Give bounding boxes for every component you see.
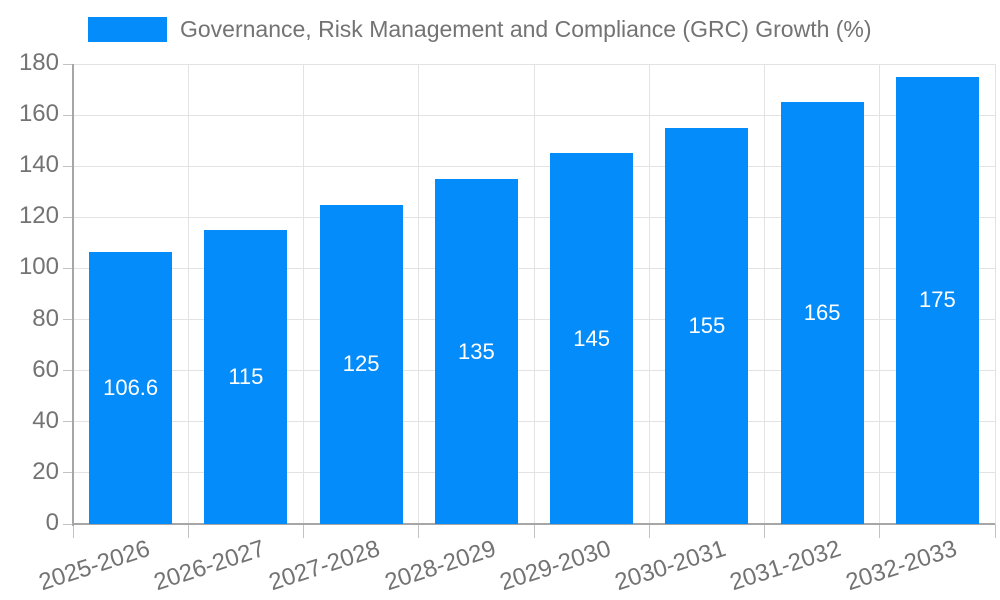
legend-swatch (88, 17, 167, 42)
x-tick-label: 2031-2032 (726, 535, 845, 597)
bar-value-label: 135 (458, 338, 495, 364)
y-tick-label: 120 (18, 202, 59, 230)
bar: 135 (434, 179, 518, 524)
x-tick (303, 524, 304, 538)
x-tick-label: 2032-2033 (842, 535, 960, 597)
bar-value-label: 175 (919, 287, 956, 313)
bar: 155 (665, 127, 749, 524)
y-tick (63, 472, 73, 474)
x-tick-label: 2027-2028 (265, 535, 384, 597)
bar-value-label: 145 (573, 325, 610, 351)
x-tick (994, 524, 996, 538)
bar: 165 (780, 102, 864, 524)
bar-value-label: 115 (228, 364, 264, 390)
x-tick-label: 2028-2029 (381, 535, 499, 597)
y-tick-label: 100 (18, 253, 59, 281)
v-gridline (648, 64, 650, 524)
bar-value-label: 165 (803, 300, 841, 326)
v-gridline (764, 64, 765, 524)
y-tick-label: 0 (45, 509, 59, 536)
x-tick-label: 2030-2031 (611, 535, 730, 597)
y-tick (63, 319, 73, 321)
x-tick-label: 2029-2030 (496, 535, 614, 597)
y-tick-label: 20 (32, 457, 59, 485)
y-tick (63, 165, 73, 167)
bar-value-label: 106.6 (103, 374, 159, 400)
x-tick (418, 524, 420, 538)
legend: Governance, Risk Management and Complian… (88, 16, 872, 42)
bar: 175 (895, 76, 979, 524)
y-tick (63, 267, 73, 269)
x-tick (764, 524, 765, 538)
bar-value-label: 155 (688, 312, 726, 338)
y-tick-label: 40 (32, 406, 59, 434)
v-gridline (187, 64, 189, 524)
bar: 106.6 (89, 251, 173, 524)
x-tick (72, 524, 74, 538)
y-tick (63, 421, 73, 423)
x-tick (879, 524, 881, 538)
y-tick-label: 160 (18, 100, 59, 128)
y-axis-line (72, 64, 74, 526)
v-gridline (303, 64, 304, 524)
v-gridline (418, 64, 420, 524)
bar: 125 (319, 204, 403, 524)
x-tick (187, 524, 189, 538)
bar: 115 (204, 230, 288, 524)
x-tick-label: 2025-2026 (35, 535, 153, 597)
y-tick-label: 180 (18, 49, 59, 76)
v-gridline (533, 64, 535, 524)
x-axis-line (73, 523, 995, 525)
y-tick (63, 216, 73, 218)
x-tick (648, 524, 650, 538)
v-gridline (994, 64, 996, 524)
legend-label: Governance, Risk Management and Complian… (180, 16, 872, 42)
bar-value-label: 125 (342, 351, 380, 377)
bar: 145 (550, 153, 634, 524)
y-tick (63, 370, 73, 372)
v-gridline (879, 64, 881, 524)
y-tick-label: 80 (32, 304, 59, 332)
y-tick-label: 60 (32, 355, 59, 383)
y-tick (63, 114, 73, 116)
y-tick (63, 523, 73, 525)
y-tick (63, 63, 73, 65)
y-tick-label: 140 (18, 151, 59, 179)
x-tick-label: 2026-2027 (150, 535, 269, 597)
x-tick (533, 524, 535, 538)
